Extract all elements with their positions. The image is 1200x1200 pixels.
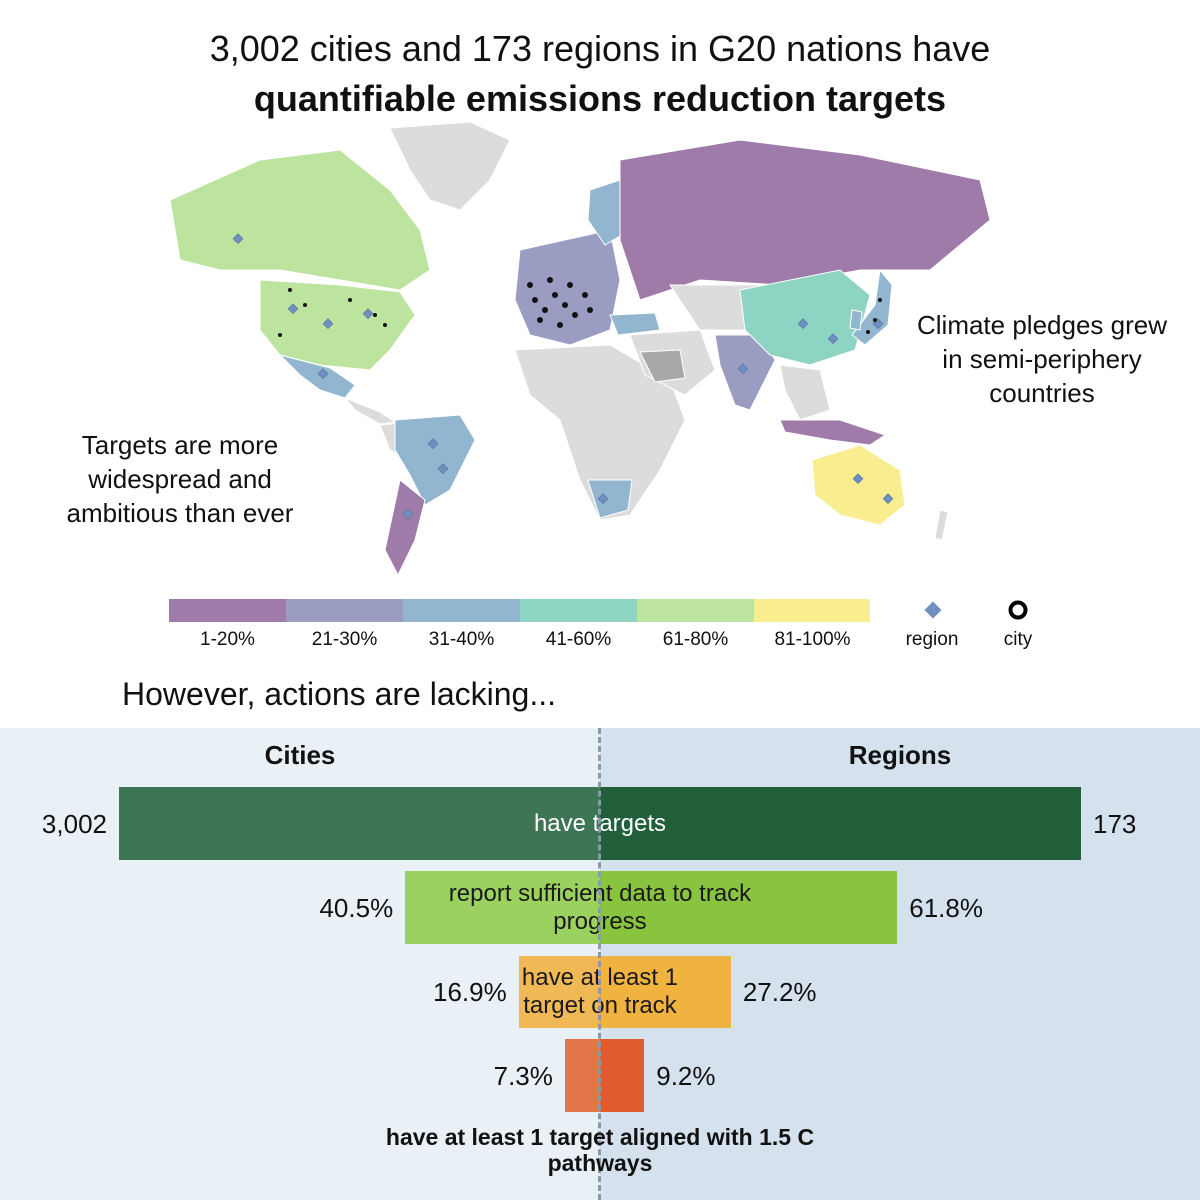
legend-label-4: 41-60% [545,629,612,650]
map-australia [811,444,906,526]
legend-label-1: 1-20% [200,629,255,650]
annotation-left: Targets are more widespread and ambitiou… [66,430,294,528]
regions-value-2: 61.8% [909,892,983,923]
cities-value-2: 40.5% [319,892,394,923]
legend-city-label: city [1003,629,1033,650]
title-line-1: 3,002 cities and 173 regions in G20 nati… [209,28,991,69]
map-brazil [394,414,476,506]
city-circle-icon [1008,600,1028,620]
cities-bar-2 [405,871,600,944]
regions-value-1: 173 [1093,808,1137,839]
region-markers [232,233,894,520]
cities-bar-1 [119,787,600,860]
regions-value-3: 27.2% [742,977,817,1007]
legend-region-label: region [905,629,959,650]
regions-value-4: 9.2% [656,1060,716,1091]
cities-value-4: 7.3% [493,1060,553,1091]
map-usa [259,279,416,371]
regions-bar-4 [600,1039,645,1112]
map-japan [851,268,893,346]
map-southeast-asia [779,364,831,421]
map-russia [619,139,991,301]
map-argentina [384,479,426,577]
title-line-2: quantifiable emissions reduction targets [253,78,947,119]
map-indonesia [779,419,887,446]
cities-bar-3 [518,956,600,1028]
map-korea [849,309,863,331]
legend-label-2: 21-30% [311,629,378,650]
cities-value-1: 3,002 [41,808,107,839]
cities-bar-4 [564,1039,600,1112]
regions-header: Regions [848,740,952,770]
map-china [739,269,871,366]
map-central-america [344,397,397,425]
world-map [169,121,991,577]
map-south-africa [587,479,633,519]
map-greenland [389,121,511,211]
legend-swatch-3 [403,599,520,622]
legend-swatch-4 [520,599,637,622]
center-divider [598,728,601,1200]
map-new-zealand [934,509,949,541]
legend-swatch-6 [754,599,870,622]
cities-header: Cities [264,740,336,770]
regions-bar-1 [600,787,1081,860]
subheading: However, actions are lacking... [122,676,556,712]
regions-bar-3 [600,956,731,1028]
legend-label-3: 31-40% [428,629,495,650]
city-markers [278,277,882,337]
legend-label-6: 81-100% [774,629,851,650]
legend-swatch-2 [286,599,403,622]
legend-label-5: 61-80% [662,629,729,650]
legend-swatch-5 [637,599,754,622]
region-diamond-icon [924,601,942,619]
regions-bar-2 [600,871,898,944]
annotation-right: Climate pledges grew in semi-periphery c… [916,310,1167,408]
map-saudi-arabia [639,349,686,383]
map-turkey [609,312,661,336]
cities-value-3: 16.9% [432,977,507,1007]
legend-swatch-1 [169,599,286,622]
map-canada [169,149,431,291]
bottom-note: have at least 1 target aligned with 1.5 … [385,1124,815,1176]
